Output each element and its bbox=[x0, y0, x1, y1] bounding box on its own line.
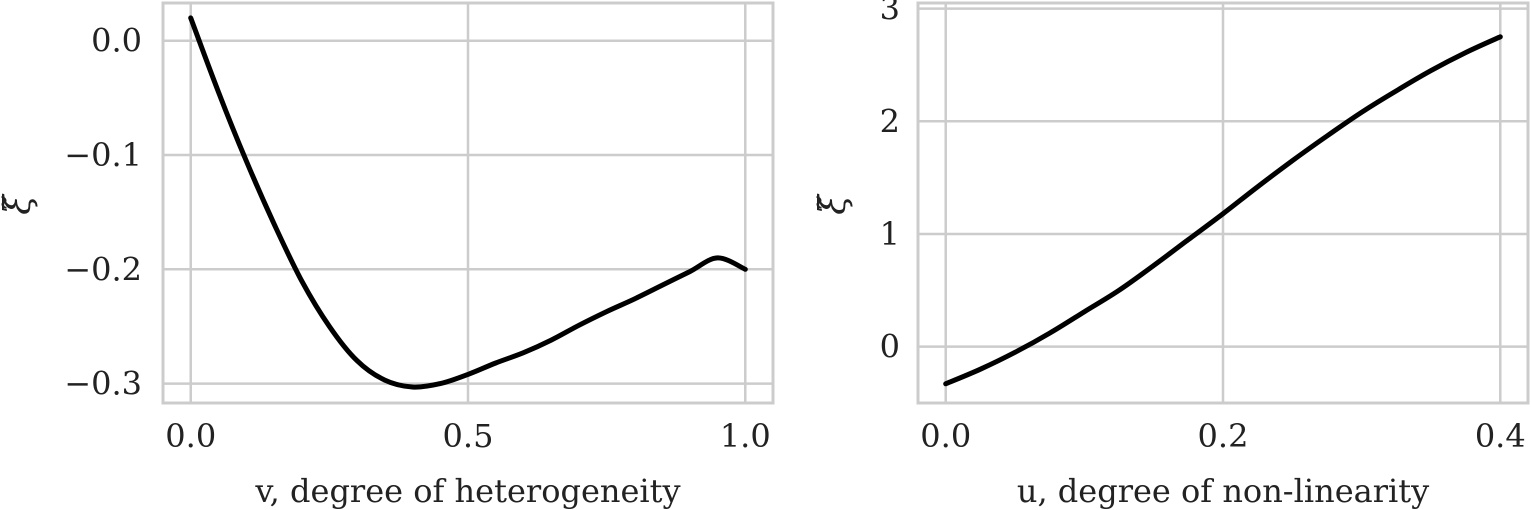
right-y-ticks: 0 1 2 3 bbox=[880, 0, 900, 366]
right-x-tick-label: 0.4 bbox=[1475, 417, 1526, 455]
left-y-axis-label: ξ̃ bbox=[0, 193, 39, 215]
right-y-tick-label: 3 bbox=[880, 0, 900, 28]
right-plot-frame bbox=[916, 1, 1530, 405]
left-y-tick-label: −0.1 bbox=[64, 136, 142, 174]
left-x-tick-label: 1.0 bbox=[720, 417, 771, 455]
right-y-axis-label: ξ̃ bbox=[813, 193, 854, 215]
right-y-tick-label: 2 bbox=[880, 102, 900, 140]
right-x-axis-label: u, degree of non-linearity bbox=[1017, 472, 1429, 510]
right-series-line bbox=[943, 34, 1503, 387]
left-y-ticks: 0.0 −0.1 −0.2 −0.3 bbox=[64, 22, 142, 403]
left-y-tick-label: 0.0 bbox=[91, 22, 142, 60]
right-y-tick-label: 0 bbox=[880, 328, 900, 366]
left-y-tick-label: −0.2 bbox=[64, 250, 142, 288]
left-x-tick-label: 0.0 bbox=[165, 417, 216, 455]
left-x-axis-label: v, degree of heterogeneity bbox=[254, 472, 680, 510]
right-x-ticks: 0.0 0.2 0.4 bbox=[920, 417, 1525, 455]
left-grid bbox=[163, 3, 773, 403]
left-y-tick-label: −0.3 bbox=[64, 365, 142, 403]
right-grid bbox=[918, 3, 1528, 403]
left-plot-frame bbox=[161, 1, 775, 405]
right-chart-panel: 0.0 0.2 0.4 0 1 2 3 u, degree of non-linearit… bbox=[813, 0, 1530, 510]
right-x-tick-label: 0.2 bbox=[1198, 417, 1249, 455]
left-x-ticks: 0.0 0.5 1.0 bbox=[165, 417, 770, 455]
right-x-tick-label: 0.0 bbox=[920, 417, 971, 455]
right-y-tick-label: 1 bbox=[880, 215, 900, 253]
left-chart-panel: 0.0 0.5 1.0 0.0 −0.1 −0.2 −0.3 v, degree of h… bbox=[0, 1, 775, 510]
left-x-tick-label: 0.5 bbox=[443, 417, 494, 455]
left-series-line bbox=[188, 15, 748, 390]
